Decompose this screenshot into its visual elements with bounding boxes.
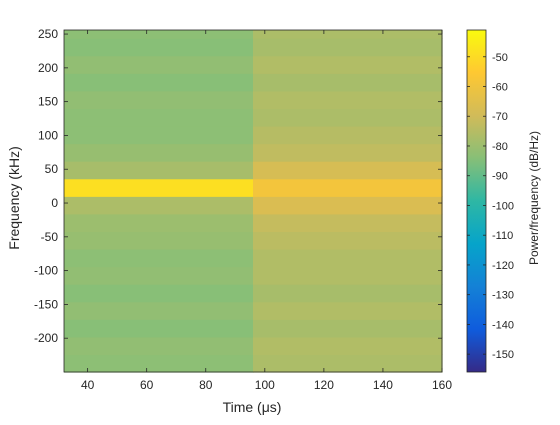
y-tick-label: 200	[38, 61, 58, 75]
heatmap-cell	[64, 73, 254, 92]
heatmap-cell	[64, 161, 254, 180]
heatmap-cell	[253, 55, 443, 74]
heatmap-cell	[64, 266, 254, 285]
heatmap-cell	[253, 161, 443, 180]
heatmap-cell	[253, 301, 443, 320]
y-axis-label: Frequency (kHz)	[6, 146, 22, 249]
colorbar-gradient	[467, 30, 486, 372]
heatmap-cell	[253, 30, 443, 39]
colorbar-tick-label: -120	[492, 260, 514, 272]
heatmap-cell	[253, 354, 443, 373]
y-tick-label: 150	[38, 95, 58, 109]
y-tick-label: -200	[34, 331, 58, 345]
heatmap-cell	[64, 125, 254, 145]
colorbar-label: Power/frequency (dB/Hz)	[527, 131, 541, 265]
colorbar-tick-label: -150	[492, 349, 514, 361]
heatmap-cell	[253, 143, 443, 162]
x-tick-label: 160	[432, 378, 452, 392]
heatmap-cell	[253, 125, 443, 145]
heatmap-cell	[64, 231, 254, 250]
colorbar-frame	[466, 29, 487, 373]
heatmap-cell	[64, 178, 254, 197]
heatmap-cell	[64, 354, 254, 373]
heatmap-cell	[253, 108, 443, 127]
axes: 40 60 80 100 120 140 160 -200 -150 -100 -50 0 50 100 1…	[34, 27, 452, 392]
y-tick-label: -50	[41, 230, 59, 244]
y-tick-label: 0	[51, 196, 58, 210]
colorbar-tick-label: -70	[492, 111, 508, 123]
colorbar-tick-label: -60	[492, 82, 508, 94]
heatmap-cell	[64, 30, 254, 39]
heatmap-cell	[64, 213, 254, 233]
heatmap-cell	[253, 319, 443, 338]
x-axis-label: Time (μs)	[223, 399, 282, 415]
y-tick-label: -100	[34, 264, 58, 278]
heatmap-cell	[64, 55, 254, 74]
x-tick-label: 80	[199, 378, 213, 392]
heatmap-cell	[64, 248, 254, 268]
x-tick-label: 60	[140, 378, 154, 392]
x-tick-label: 40	[81, 378, 95, 392]
heatmap-cell	[253, 336, 443, 356]
heatmap-cell	[253, 266, 443, 285]
heatmap-cell	[64, 196, 254, 215]
heatmap-cell	[64, 38, 254, 57]
x-tick-label: 100	[255, 378, 275, 392]
y-tick-label: 50	[45, 162, 59, 176]
heatmap-cell	[64, 108, 254, 127]
heatmap-cell	[253, 231, 443, 250]
colorbar-tick-label: -130	[492, 290, 514, 302]
heatmap-cell	[253, 73, 443, 92]
heatmap-cell	[64, 90, 254, 109]
x-tick-label: 140	[373, 378, 393, 392]
heatmap-cell	[253, 38, 443, 57]
heatmap-cell	[64, 301, 254, 320]
heatmap-plot-area	[64, 30, 443, 373]
heatmap-cell	[64, 143, 254, 162]
heatmap-cell	[253, 90, 443, 109]
heatmap-cell	[253, 284, 443, 303]
colorbar-tick-label: -110	[492, 230, 513, 242]
heatmap-cell	[64, 336, 254, 356]
heatmap-cell	[64, 319, 254, 338]
colorbar-tick-label: -140	[492, 319, 514, 331]
colorbar-tick-label: -80	[492, 141, 508, 153]
colorbar-tick-label: -100	[492, 200, 514, 212]
plot-frame	[63, 29, 443, 373]
heatmap-cell	[253, 248, 443, 268]
heatmap-cell	[253, 178, 443, 197]
y-tick-label: 100	[38, 128, 58, 142]
heatmap-cell	[253, 196, 443, 215]
heatmap-cell	[64, 284, 254, 303]
y-tick-label: 250	[38, 27, 58, 41]
colorbar-tick-label: -90	[492, 171, 508, 183]
y-tick-label: -150	[34, 297, 58, 311]
colorbar-tick-label: -50	[492, 52, 508, 64]
x-tick-label: 120	[314, 378, 334, 392]
heatmap-cell	[253, 213, 443, 233]
colorbar: -150 -140 -130 -120 -110 -100 -90 -80 -70 -60 -50	[466, 29, 514, 373]
